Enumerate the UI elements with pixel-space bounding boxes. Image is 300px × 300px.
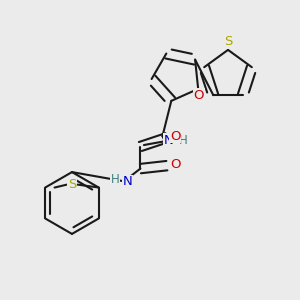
Text: N: N bbox=[122, 175, 132, 188]
Text: O: O bbox=[194, 89, 204, 102]
Text: H: H bbox=[179, 134, 188, 147]
Text: H: H bbox=[111, 173, 120, 186]
Text: O: O bbox=[170, 130, 180, 143]
Text: S: S bbox=[224, 35, 232, 48]
Text: O: O bbox=[170, 158, 180, 171]
Text: N: N bbox=[164, 134, 173, 147]
Text: S: S bbox=[68, 178, 76, 191]
